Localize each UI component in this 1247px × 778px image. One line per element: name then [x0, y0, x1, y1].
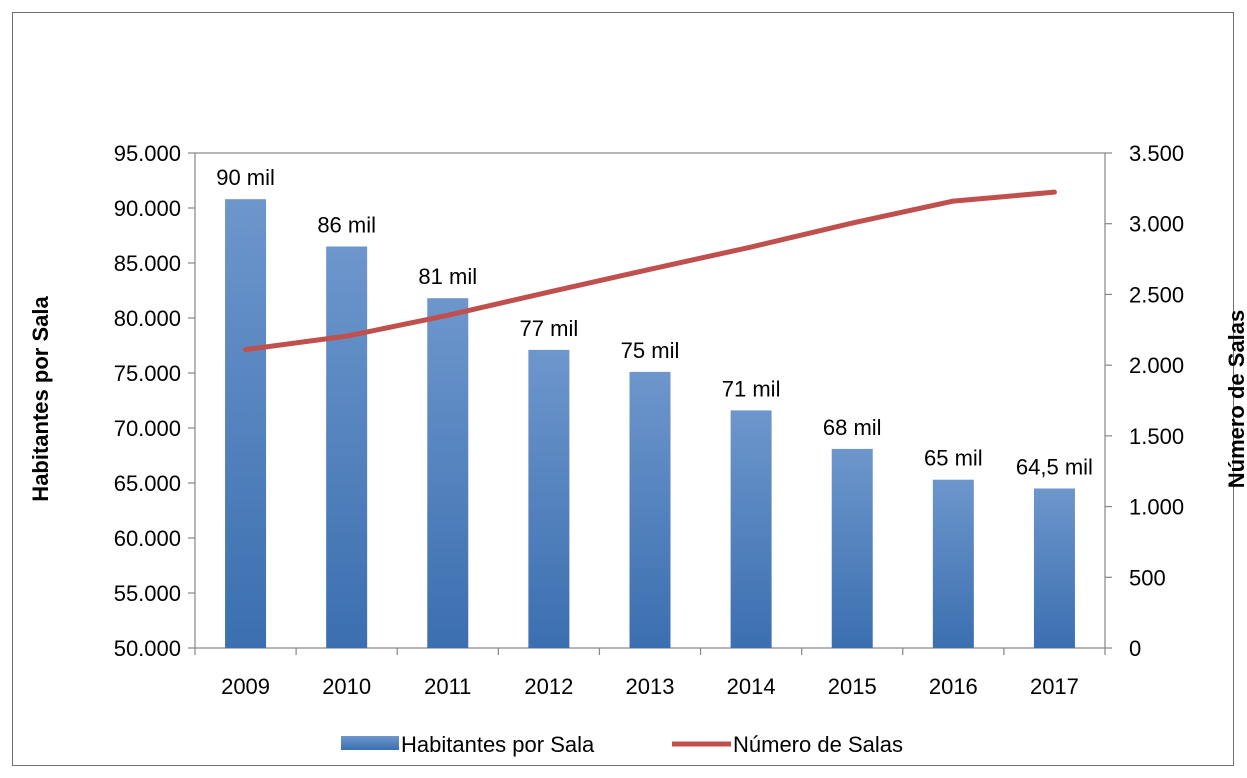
y-right-tick-label: 1.000 — [1129, 495, 1184, 520]
y-left-tick-label: 90.000 — [114, 196, 181, 221]
y-left-tick-label: 55.000 — [114, 581, 181, 606]
legend-label-line: Número de Salas — [733, 732, 903, 757]
bar — [326, 246, 368, 648]
bar-data-label: 75 mil — [621, 338, 680, 363]
x-tick-label: 2015 — [828, 674, 877, 699]
y-left-tick-label: 85.000 — [114, 251, 181, 276]
bar-data-label: 81 mil — [418, 264, 477, 289]
y-right-tick-label: 3.500 — [1129, 141, 1184, 166]
bar-data-label: 65 mil — [924, 446, 983, 471]
y-right-tick-label: 1.500 — [1129, 424, 1184, 449]
y-right-axis-title: Número de Salas — [1224, 310, 1247, 489]
bar-data-label: 64,5 mil — [1016, 455, 1093, 480]
y-right-tick-label: 500 — [1129, 565, 1166, 590]
bars-group — [225, 199, 1075, 648]
bar — [831, 448, 873, 648]
y-right-tick-label: 0 — [1129, 636, 1141, 661]
bar — [225, 199, 267, 648]
legend: Habitantes por Sala Número de Salas — [341, 732, 903, 757]
legend-swatch-bar — [341, 736, 399, 750]
y-left-tick-label: 80.000 — [114, 306, 181, 331]
x-tick-label: 2016 — [929, 674, 978, 699]
x-tick-label: 2010 — [322, 674, 371, 699]
bar-data-label: 68 mil — [823, 415, 882, 440]
bar — [528, 349, 570, 648]
chart-frame — [12, 12, 1234, 766]
x-tick-label: 2012 — [524, 674, 573, 699]
y-left-tick-label: 65.000 — [114, 471, 181, 496]
x-tick-label: 2009 — [221, 674, 270, 699]
series-line — [243, 189, 1057, 353]
bar-data-label: 86 mil — [317, 213, 376, 238]
y-right-tick-label: 2.000 — [1129, 353, 1184, 378]
y-left-tick-label: 95.000 — [114, 141, 181, 166]
bar-data-label: 77 mil — [520, 316, 579, 341]
right-axis-ticks: 0 500 1.000 1.500 2.000 2.500 3.000 3.500 — [1105, 141, 1184, 661]
bar-data-label: 71 mil — [722, 376, 781, 401]
y-left-tick-label: 60.000 — [114, 526, 181, 551]
x-tick-label: 2017 — [1030, 674, 1079, 699]
y-right-tick-label: 2.500 — [1129, 282, 1184, 307]
x-tick-label: 2011 — [424, 674, 471, 699]
bar — [1033, 488, 1075, 648]
bar — [629, 371, 671, 648]
bar — [932, 479, 974, 648]
left-axis-ticks: 50.000 55.000 60.000 65.000 70.000 75.000 80.0… — [114, 141, 195, 661]
line-series-group — [243, 189, 1057, 353]
x-tick-label: 2013 — [626, 674, 675, 699]
y-left-tick-label: 75.000 — [114, 361, 181, 386]
y-right-tick-label: 3.000 — [1129, 212, 1184, 237]
y-left-tick-label: 70.000 — [114, 416, 181, 441]
bar — [427, 298, 469, 648]
y-left-tick-label: 50.000 — [114, 636, 181, 661]
y-left-axis-title: Habitantes por Sala — [28, 296, 53, 502]
x-tick-label: 2014 — [727, 674, 776, 699]
legend-label-bar: Habitantes por Sala — [401, 732, 595, 757]
x-axis-ticks: 2009 2010 2011 2012 2013 2014 2015 2016 2017 — [194, 648, 1106, 699]
bar-data-label: 90 mil — [216, 165, 275, 190]
data-labels-group: 90 mil 86 mil 81 mil 77 mil 75 mil 71 mil 68 m… — [216, 165, 1093, 479]
bar — [730, 410, 772, 648]
